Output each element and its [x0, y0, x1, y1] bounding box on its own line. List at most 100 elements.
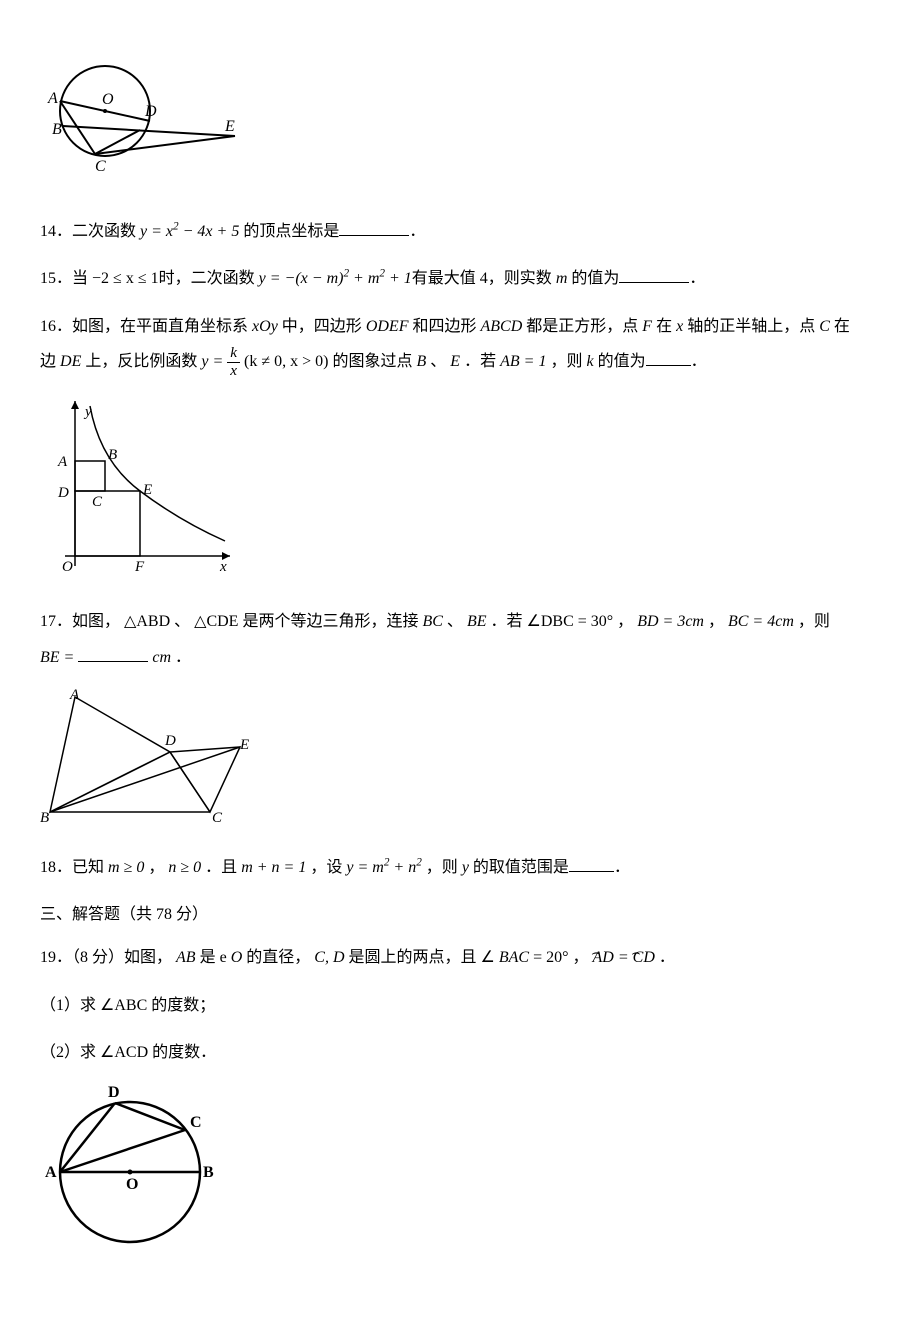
q16-l1d: 都是正方形，点 [526, 318, 638, 335]
label-C: C [95, 158, 106, 175]
q16-l2f: 的值为 [598, 353, 646, 370]
problem-19: 19．（8 分）如图， AB 是 e O 的直径， C, D 是圆上的两点，且 … [40, 940, 880, 975]
q15-cond: −2 ≤ x ≤ 1 [92, 270, 159, 287]
q16-l2a: 边 [40, 353, 56, 370]
q19-circleO: e O [220, 949, 243, 966]
section-3-title: 三、解答题（共 78 分） [40, 897, 880, 932]
label-A: A [47, 90, 58, 107]
q19-p2-ta: 求 [80, 1044, 96, 1061]
q17-tc: ．若 [490, 613, 522, 630]
q17-fig-C: C [212, 810, 223, 826]
q17-c1: ， [617, 613, 633, 630]
q16-l1e: 在 [656, 318, 672, 335]
q19-pts: （8 分）如图， [72, 949, 172, 966]
q19-comma: ， [573, 949, 589, 966]
q16-l1c: 和四边形 [412, 318, 476, 335]
label-D: D [144, 103, 157, 120]
q16-fig-B: B [108, 447, 117, 463]
q18-mn1: m + n = 1 [241, 859, 306, 876]
q16-l1f: 轴的正半轴上，点 [687, 318, 815, 335]
q16-fig-F: F [134, 559, 145, 575]
q18-tb: ．且 [205, 859, 237, 876]
q17-tb: 是两个等边三角形，连接 [242, 613, 418, 630]
q19-AB: AB [176, 949, 196, 966]
q19-p1-num: （1） [40, 997, 80, 1014]
q16-fig-D: D [57, 485, 69, 501]
q16-F: F [642, 318, 652, 335]
q16-DE: DE [60, 353, 81, 370]
q18-m0: m ≥ 0 [108, 859, 144, 876]
q16-l2b: 上，反比例函数 [85, 353, 197, 370]
problem-19-p2: （2）求 ∠ACD 的度数． [40, 1035, 880, 1070]
q16-ab1: AB = 1 [500, 353, 546, 370]
q17-punct: ． [175, 649, 191, 666]
q19-bac: ∠ BAC = 20° [481, 949, 569, 966]
q17-fig-E: E [239, 737, 249, 753]
q15-text-d: 的值为 [571, 270, 619, 287]
q17-angle: ∠DBC = 30° [527, 613, 614, 630]
q15-formula: y = −(x − m)2 + m2 + 1 [259, 270, 412, 287]
q19-p2-tb: 的度数． [152, 1044, 216, 1061]
q19-tc: 是圆上的两点，且 [349, 949, 477, 966]
q16-E: E [450, 353, 460, 370]
q17-bd: BD = 3cm [637, 613, 704, 630]
q16-fig-x: x [219, 559, 227, 575]
q14-text-a: 二次函数 [72, 223, 136, 240]
q19-CD: C, D [314, 949, 344, 966]
q16-fig-O: O [62, 559, 73, 575]
q19-tb: 的直径， [246, 949, 310, 966]
q16-l2c: 的图象过点 [332, 353, 412, 370]
problem-14: 14．二次函数 y = x2 − 4x + 5 的顶点坐标是． [40, 214, 880, 249]
q14-blank [339, 219, 409, 236]
label-E: E [224, 118, 235, 135]
q18-ta: 已知 [72, 859, 104, 876]
q18-te: 的取值范围是 [473, 859, 569, 876]
q16-figure: y A B D C E O F x [40, 391, 880, 594]
q14-text-b: 的顶点坐标是 [243, 223, 339, 240]
label-B: B [52, 121, 62, 138]
q15-text-c: 有最大值 4，则实数 [412, 270, 552, 287]
q19-arc: ⌢AD = ⌢CD [593, 949, 659, 966]
q16-num: 16． [40, 318, 72, 335]
q16-k: k [586, 353, 593, 370]
problem-19-p1: （1）求 ∠ABC 的度数； [40, 988, 880, 1023]
problem-18: 18．已知 m ≥ 0 ， n ≥ 0 ．且 m + n = 1 ，设 y = … [40, 850, 880, 885]
q18-c1: ， [148, 859, 164, 876]
q17-c2: ， [708, 613, 724, 630]
q18-punct: ． [614, 859, 630, 876]
q15-punct: ． [689, 270, 705, 287]
q18-y: y [462, 859, 469, 876]
q15-text-b: 时，二次函数 [159, 270, 255, 287]
q17-sep2: 、 [447, 613, 463, 630]
q18-n0: n ≥ 0 [168, 859, 201, 876]
q19-fig-A: A [45, 1164, 57, 1181]
problem-15: 15．当 −2 ≤ x ≤ 1时，二次函数 y = −(x − m)2 + m2… [40, 261, 880, 296]
q14-num: 14． [40, 223, 72, 240]
q17-fig-A: A [69, 687, 80, 703]
q19-p1-tb: 的度数； [151, 997, 215, 1014]
q16-odef: ODEF [366, 318, 409, 335]
q16-l1b: 中，四边形 [282, 318, 362, 335]
q19-p2-angle: ∠ACD [100, 1044, 148, 1061]
q19-fig-C: C [190, 1114, 202, 1131]
q16-fig-A: A [57, 454, 68, 470]
q14-formula: y = x2 − 4x + 5 [140, 223, 239, 240]
q19-num: 19． [40, 949, 72, 966]
q16-B: B [417, 353, 427, 370]
q15-text-a: 当 [72, 270, 88, 287]
q19-figure: A B C D O [40, 1082, 880, 1265]
problem-17: 17．如图， △ABD 、 △CDE 是两个等边三角形，连接 BC 、 BE ．… [40, 604, 880, 674]
q16-fig-y: y [83, 404, 92, 420]
q16-frac: kx [227, 345, 240, 379]
q16-cond: (k ≠ 0, x > 0) [244, 353, 328, 370]
q19-p1-angle: ∠ABC [100, 997, 147, 1014]
q17-BE: BE [467, 613, 487, 630]
q13-figure: A B C D E O [40, 56, 880, 204]
q16-abcd: ABCD [480, 318, 522, 335]
q17-BC: BC [422, 613, 442, 630]
q16-xoy: xOy [252, 318, 278, 335]
q19-ta: 是 [200, 949, 216, 966]
q19-fig-B: B [203, 1164, 214, 1181]
q16-C: C [819, 318, 830, 335]
q17-ta: 如图， [72, 613, 120, 630]
